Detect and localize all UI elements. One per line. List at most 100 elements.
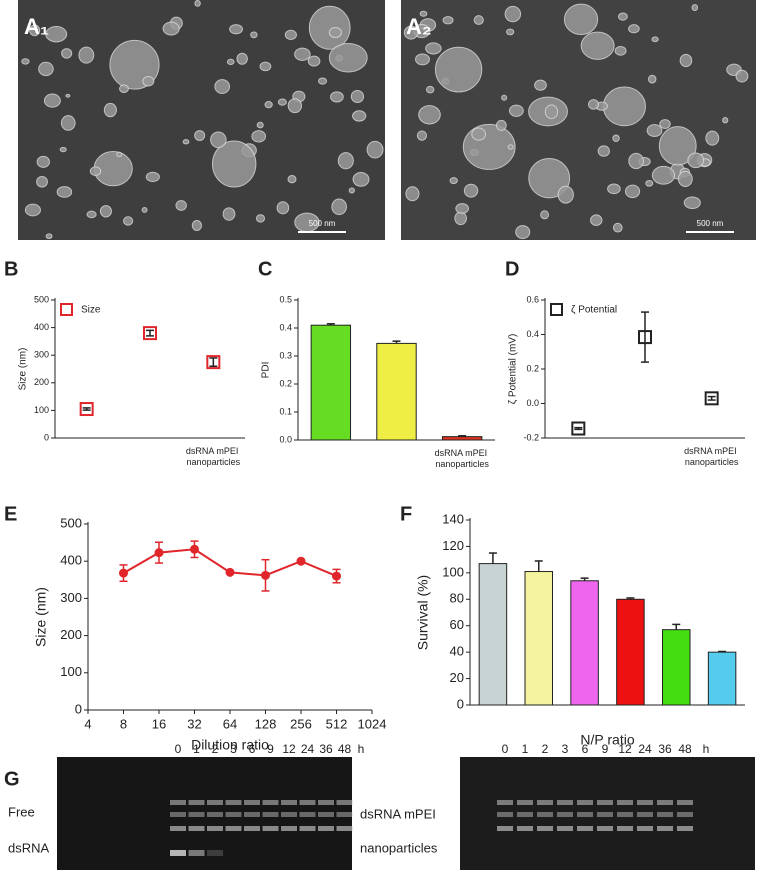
particle (65, 93, 71, 98)
legend-marker (60, 303, 73, 316)
particle (651, 36, 659, 43)
particle (628, 152, 644, 170)
particle (658, 126, 697, 166)
x-tick-label: dsRNA mPEI nanoparticles (684, 446, 739, 467)
point (332, 571, 341, 581)
y-tick-label: 0 (457, 696, 464, 711)
gel-band (517, 812, 533, 817)
image-label: A₁ (24, 14, 49, 39)
particle (250, 31, 258, 39)
y-tick-label: 0.2 (279, 378, 292, 388)
point (154, 548, 164, 558)
lane-label: 3 (230, 742, 237, 756)
particle (328, 42, 368, 73)
y-tick-label: 60 (450, 617, 464, 632)
particle (597, 145, 610, 157)
particle (145, 171, 160, 183)
y-tick-label: 200 (34, 377, 49, 387)
y-tick-label: 200 (60, 627, 82, 642)
gel-band (318, 800, 334, 805)
bar (662, 629, 691, 706)
particle (419, 10, 428, 17)
panel-label: E (4, 503, 17, 525)
particle (434, 46, 483, 93)
bar (524, 571, 553, 706)
gel-band (244, 800, 260, 805)
y-tick-label: 0 (44, 432, 49, 442)
y-tick-label: 500 (34, 294, 49, 304)
particle (226, 58, 235, 66)
panel-label: D (505, 258, 519, 280)
gel-band (225, 812, 242, 817)
particle (141, 207, 148, 213)
particle (330, 91, 344, 103)
particle (540, 210, 549, 220)
particle (515, 225, 531, 239)
gel-band (597, 826, 613, 831)
point (119, 568, 128, 578)
particle (471, 127, 487, 141)
particle (557, 185, 574, 204)
particle (590, 214, 603, 226)
y-tick-label: 40 (450, 644, 464, 659)
particle (612, 134, 620, 142)
gel-band (318, 812, 334, 817)
particle (328, 26, 342, 39)
particle (43, 93, 61, 108)
gel-band (497, 812, 513, 817)
x-tick-label: 512 (326, 716, 348, 731)
gel-band (336, 826, 353, 831)
gel-band (299, 800, 316, 805)
particle (194, 0, 201, 7)
y-tick-label: 140 (442, 511, 464, 526)
label-line: dsRNA mPEI (684, 446, 739, 456)
lane-label: 24 (301, 742, 315, 756)
lane-label: 0 (175, 742, 182, 756)
y-tick-label: 500 (60, 515, 82, 530)
particle (264, 101, 273, 109)
gel-band (597, 812, 613, 817)
y-tick-label: 0.2 (526, 363, 539, 373)
legend-label: Size (81, 305, 101, 316)
label-line: nanoparticles (685, 457, 739, 467)
gel-band (281, 812, 297, 817)
lane-label: 36 (319, 742, 333, 756)
lane-label: 36 (658, 742, 672, 756)
particle (277, 98, 287, 106)
y-axis-label: ζ Potential (mV) (508, 334, 519, 405)
lane-label: 3 (562, 742, 569, 756)
particle (255, 214, 266, 223)
particle (59, 146, 67, 153)
point (571, 421, 586, 436)
lane-label: 48 (678, 742, 692, 756)
particle (99, 205, 112, 218)
x-tick-label: dsRNA mPEI nanoparticles (186, 446, 241, 467)
lane-unit: h (703, 742, 710, 756)
point (296, 556, 306, 566)
gel-band (299, 826, 316, 831)
gel-band (188, 850, 205, 856)
legend-label: ζ Potential (571, 305, 617, 316)
x-tick-label: 64 (223, 716, 237, 731)
particle (366, 140, 384, 159)
x-tick-label: 4 (84, 716, 91, 731)
y-axis-label: Survival (%) (415, 575, 431, 650)
particle (425, 42, 442, 55)
particle (191, 219, 202, 232)
particle (442, 16, 454, 25)
particle (648, 74, 657, 84)
particle (463, 183, 479, 198)
y-tick-label: 300 (60, 590, 82, 605)
y-tick-label: 400 (34, 322, 49, 332)
gel-band (657, 800, 673, 805)
particle (36, 175, 48, 188)
particle (45, 233, 53, 239)
gel-band (318, 826, 334, 831)
gel-band (557, 812, 573, 817)
gel-band (657, 812, 673, 817)
particle (211, 140, 257, 188)
particle (56, 186, 73, 198)
particle (405, 186, 420, 202)
particle (60, 115, 76, 131)
